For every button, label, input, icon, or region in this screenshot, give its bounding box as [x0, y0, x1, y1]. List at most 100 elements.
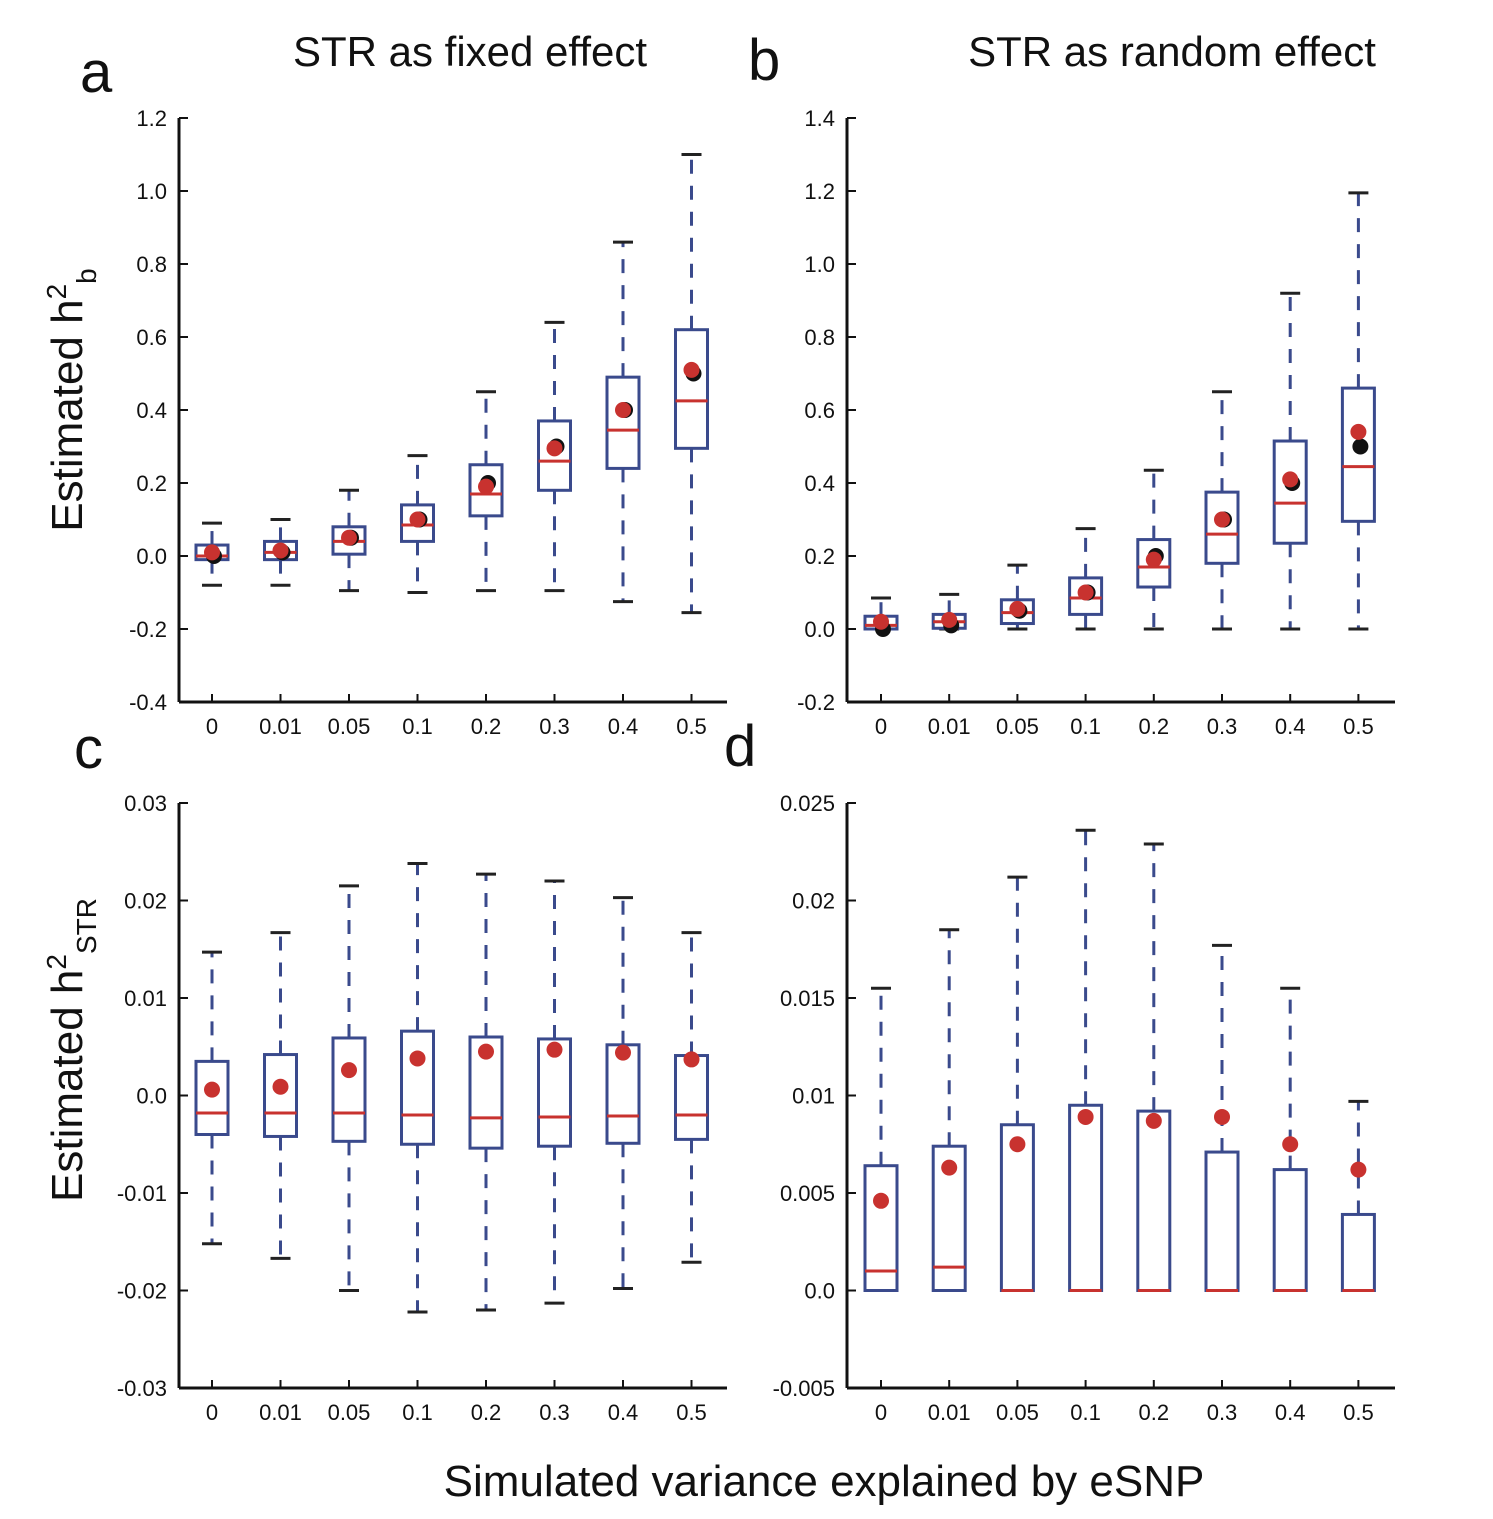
y-tick-label: 0.0: [804, 1279, 835, 1304]
box-group: [1272, 291, 1308, 631]
box: [1272, 439, 1308, 545]
mean-point: [1350, 1161, 1367, 1178]
box-group: [674, 931, 709, 1264]
mean-point: [1214, 511, 1230, 528]
box: [1068, 576, 1104, 616]
box-group: [931, 928, 967, 1292]
box-group: [1204, 390, 1240, 631]
mean-point: [341, 529, 357, 546]
panel-letter-b: b: [748, 28, 780, 93]
mean-point: [941, 1159, 958, 1176]
x-tick-label: 0.2: [1139, 714, 1170, 739]
box: [1068, 1103, 1104, 1292]
box-group: [400, 861, 435, 1314]
box-group: [1204, 943, 1240, 1293]
x-tick-label: 0.01: [259, 1400, 302, 1425]
panel-c: -0.03 -0.02 -0.01 0.0 0.01 0.02 0.03 0 0.01 0.05 0…: [117, 791, 727, 1425]
x-tick-label: 0.05: [996, 1400, 1039, 1425]
x-tick-label: 0.4: [608, 1400, 639, 1425]
mean-point: [478, 1043, 494, 1060]
x-tick-label: 0.5: [1343, 714, 1374, 739]
y-tick-label: 0.0: [136, 544, 167, 569]
x-tick-label: 0.3: [539, 714, 570, 739]
column-title-right: STR as random effect: [968, 28, 1376, 75]
y-tick-label: -0.02: [117, 1279, 167, 1304]
mean-point: [204, 1081, 220, 1098]
box-group: [1068, 527, 1104, 631]
box: [674, 328, 709, 450]
box-group: [1340, 191, 1376, 631]
box-group: [1136, 842, 1172, 1292]
y-tick-label: 1.0: [136, 179, 167, 204]
x-tick-label: 0: [206, 1400, 218, 1425]
y-tick-label: 0.01: [792, 1084, 835, 1109]
x-tick-label: 0.05: [996, 714, 1039, 739]
x-tick-label: 0.5: [676, 1400, 707, 1425]
box: [1204, 490, 1240, 565]
mean-point: [615, 1044, 631, 1061]
x-tick-label: 0.5: [1343, 1400, 1374, 1425]
box: [605, 375, 641, 470]
box-group: [605, 896, 641, 1291]
box: [194, 1059, 230, 1136]
box: [537, 1037, 572, 1148]
box-group: [263, 931, 298, 1260]
box-group: [263, 518, 298, 587]
box: [1204, 1150, 1240, 1293]
y-axis-title-bottom-sub: STR: [71, 898, 102, 954]
y-tick-label: 0.8: [804, 325, 835, 350]
y-tick-label: 0.2: [136, 471, 167, 496]
y-tick-label: 0.005: [780, 1181, 835, 1206]
y-tick-label: 0.6: [804, 398, 835, 423]
y-tick-label: -0.2: [129, 617, 167, 642]
x-tick-label: 0.05: [328, 714, 371, 739]
column-title-left: STR as fixed effect: [293, 28, 647, 75]
x-tick-label: 0.5: [676, 714, 707, 739]
mean-point: [1350, 423, 1367, 440]
mean-point: [1214, 1108, 1230, 1125]
mean-point: [1145, 551, 1162, 568]
box: [1340, 1212, 1376, 1292]
box-group: [1136, 468, 1172, 631]
y-axis-title-bottom-sup: 2: [41, 954, 72, 970]
box-group: [863, 986, 899, 1292]
box-group: [1068, 828, 1104, 1292]
box: [468, 1035, 504, 1150]
y-tick-label: 0.4: [804, 471, 835, 496]
y-tick-label: -0.4: [129, 690, 167, 715]
y-tick-label: -0.03: [117, 1376, 167, 1401]
box-group: [1272, 986, 1308, 1292]
x-tick-label: 0.01: [928, 714, 971, 739]
panels: -0.4 -0.2 0.0 0.2 0.4 0.6 0.8 1.0 1.2 0 0.01 0.05 0.…: [117, 106, 1395, 1425]
y-tick-label: 0.015: [780, 986, 835, 1011]
mean-point: [1077, 584, 1094, 601]
x-axis-title: Simulated variance explained by eSNP: [444, 1457, 1205, 1506]
box-group: [999, 875, 1035, 1292]
y-tick-label: 0.2: [804, 544, 835, 569]
box: [400, 1029, 435, 1146]
box-group: [863, 596, 899, 637]
y-tick-label: 1.2: [804, 179, 835, 204]
mean-point: [546, 440, 563, 457]
y-axis-title-top: Estimated h2b: [41, 268, 102, 532]
x-tick-label: 0: [206, 714, 218, 739]
x-tick-label: 0.1: [1070, 1400, 1101, 1425]
mean-point: [1282, 1136, 1299, 1153]
box-group: [674, 153, 709, 615]
y-tick-label: 0.02: [792, 889, 835, 914]
x-tick-label: 0.4: [608, 714, 639, 739]
y-tick-label: -0.005: [773, 1376, 835, 1401]
mean-point: [1145, 1112, 1162, 1129]
box-group: [194, 521, 230, 587]
y-axis-title-top-sup: 2: [41, 284, 72, 300]
y-tick-label: 0.4: [136, 398, 167, 423]
mean-point: [1009, 1136, 1026, 1153]
y-tick-label: 0.01: [124, 986, 167, 1011]
mean-point: [1009, 600, 1026, 617]
y-axis-title-top-sub: b: [71, 268, 102, 284]
box-group: [1340, 1099, 1376, 1292]
true-value-point: [1352, 438, 1369, 455]
mean-point: [683, 1051, 700, 1068]
x-tick-label: 0.3: [1207, 714, 1238, 739]
